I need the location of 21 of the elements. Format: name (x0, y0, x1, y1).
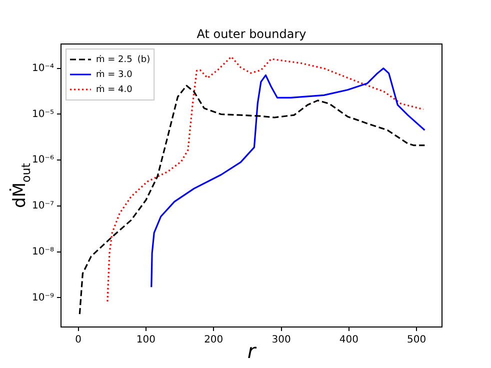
line-series (106, 56, 424, 302)
x-axis-title: r (247, 339, 258, 363)
x-tick-label: 400 (339, 334, 358, 346)
y-tick-label: 10⁻⁸ (32, 246, 54, 258)
y-tick-label: 10⁻⁴ (32, 62, 54, 74)
chart-title: At outer boundary (196, 27, 306, 41)
y-tick-label: 10⁻⁶ (32, 154, 54, 166)
x-tick-label: 200 (204, 334, 224, 346)
y-tick-label: 10⁻⁷ (32, 200, 54, 212)
x-tick-label: 500 (407, 334, 426, 346)
x-tick-label: 0 (75, 334, 82, 346)
x-tick-label: 300 (272, 334, 291, 346)
legend-label: ṁ = 2.5 (96, 54, 132, 65)
y-tick-label: 10⁻⁵ (32, 108, 54, 120)
y-tick-label: 10⁻⁹ (32, 292, 54, 304)
line-series (78, 84, 426, 315)
annotation: (b) (137, 54, 150, 65)
y-axis-title: dṀout (9, 162, 34, 208)
legend-label: ṁ = 4.0 (96, 84, 133, 95)
x-tick-label: 100 (136, 334, 156, 346)
legend-label: ṁ = 3.0 (96, 70, 133, 80)
